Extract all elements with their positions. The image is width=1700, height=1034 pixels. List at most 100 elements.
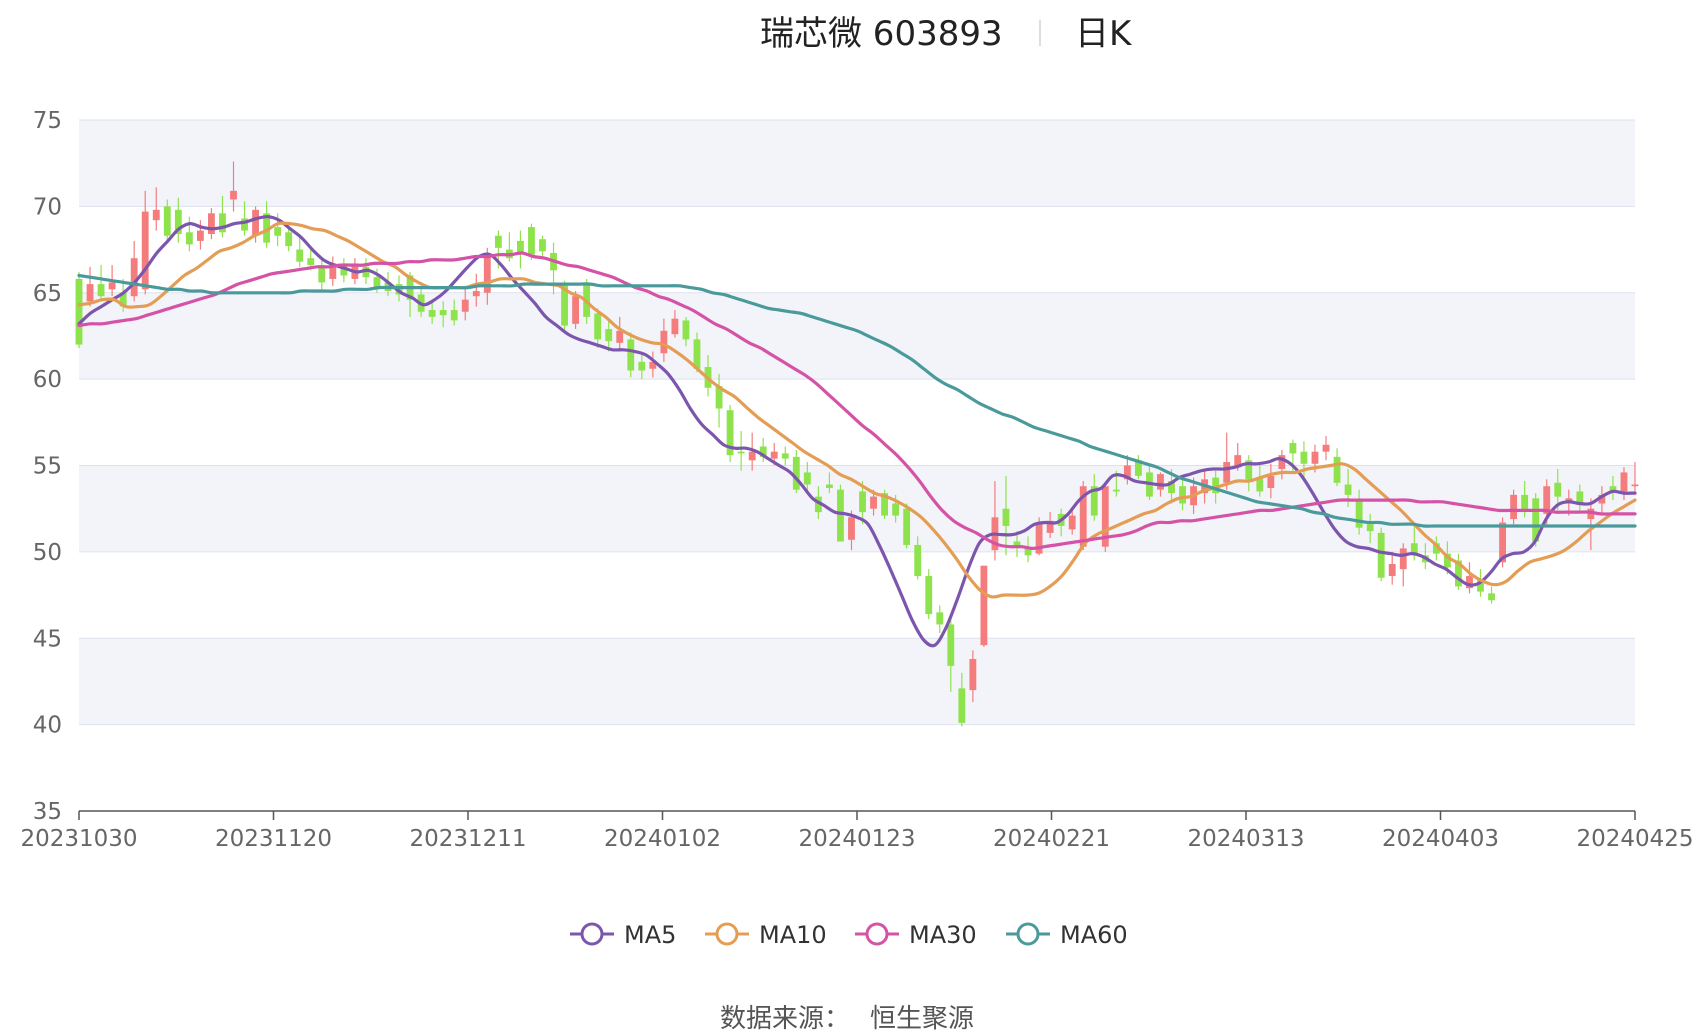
candle-body [174,209,182,235]
x-tick-label: 20240123 [798,826,915,852]
candle-body [296,249,304,262]
candle-body [803,472,811,485]
series-line-ma60 [77,273,1637,528]
candle-body [892,503,900,516]
candle [516,230,524,269]
candle [1587,498,1595,551]
candle [737,430,745,471]
candle-body [947,624,955,666]
candle [848,510,855,551]
candle-body [671,318,679,335]
candle-body [75,278,83,345]
candle [1333,448,1341,487]
candle-body [1101,486,1109,547]
candle-body [108,282,116,290]
candle [97,265,105,302]
moving-average-lines [77,215,1637,648]
candle-body [1002,508,1010,526]
candle [219,196,226,238]
candle [230,161,237,212]
candle-body [1024,548,1032,556]
candle-body [1256,477,1264,492]
x-tick-label: 20240102 [604,826,721,852]
candle [1466,562,1473,594]
candle [903,503,911,549]
candle [1388,551,1396,585]
candle-body [1576,491,1584,504]
candle-body [1388,563,1396,577]
candle-body [1289,443,1297,454]
legend-swatch-marker [865,922,889,946]
candle [616,316,624,350]
candle-body [130,258,138,297]
series-line-ma5 [77,215,1637,648]
candle [1134,455,1142,480]
candle-body [1554,482,1562,497]
candle [682,316,690,347]
series-line-ma10 [77,221,1637,599]
x-tick-label: 20231030 [20,826,137,852]
candle-body [814,496,822,513]
candle [947,614,955,692]
candle-body [373,277,381,288]
candle [340,258,348,283]
candle-body [980,565,988,646]
candle-body [1134,460,1142,476]
candle [1123,455,1131,485]
candle [1366,513,1374,544]
candle [1245,455,1253,492]
candle-body [516,240,524,254]
candle-body [340,265,348,276]
chart-period-label: 日K [1075,14,1133,54]
candle [439,301,447,328]
y-tick-label: 60 [33,367,62,393]
candle [594,308,602,349]
candle [1090,474,1098,521]
candle [572,291,580,330]
x-tick-label: 20240403 [1382,826,1499,852]
legend-item-ma60: MA60 [1006,921,1128,949]
candle-body [870,496,877,509]
candle-body [1311,451,1319,464]
candle [627,332,635,378]
candle-body [439,310,447,316]
candle-body [770,451,778,459]
candle-body [594,313,602,340]
candle-body [1068,515,1076,530]
candle-body [1234,455,1242,468]
candle-body [914,544,922,577]
candle-body [881,493,889,516]
candle-body [859,491,866,513]
candle-body [263,213,271,243]
candle [296,237,304,267]
candle-body [1090,486,1098,516]
candle-body [362,266,370,278]
candle-body [1410,543,1418,556]
candle [803,462,811,492]
candle-body [472,291,480,297]
candle-body [825,484,833,488]
candle-body [1432,543,1440,554]
candle-body [461,299,469,312]
legend-item-ma30: MA30 [855,921,977,949]
candle-body [428,310,436,317]
candle-body [1168,481,1175,494]
candle-body [241,218,248,231]
candle [208,208,215,240]
candle [152,187,160,231]
candle [914,536,922,580]
y-axis: 35 40 45 50 55 60 65 70 75 [33,108,62,825]
candle [1598,486,1606,514]
candle [329,256,337,286]
candle [1223,432,1231,490]
candle-body [936,612,944,625]
candle-body [1112,489,1120,492]
candle-body [1300,451,1308,464]
candle-body [196,230,204,241]
grid-band [79,120,1635,207]
candle-body [1123,465,1131,480]
candle-body [792,456,800,490]
x-tick-label: 20231211 [409,826,526,852]
candle-body [1455,560,1462,587]
